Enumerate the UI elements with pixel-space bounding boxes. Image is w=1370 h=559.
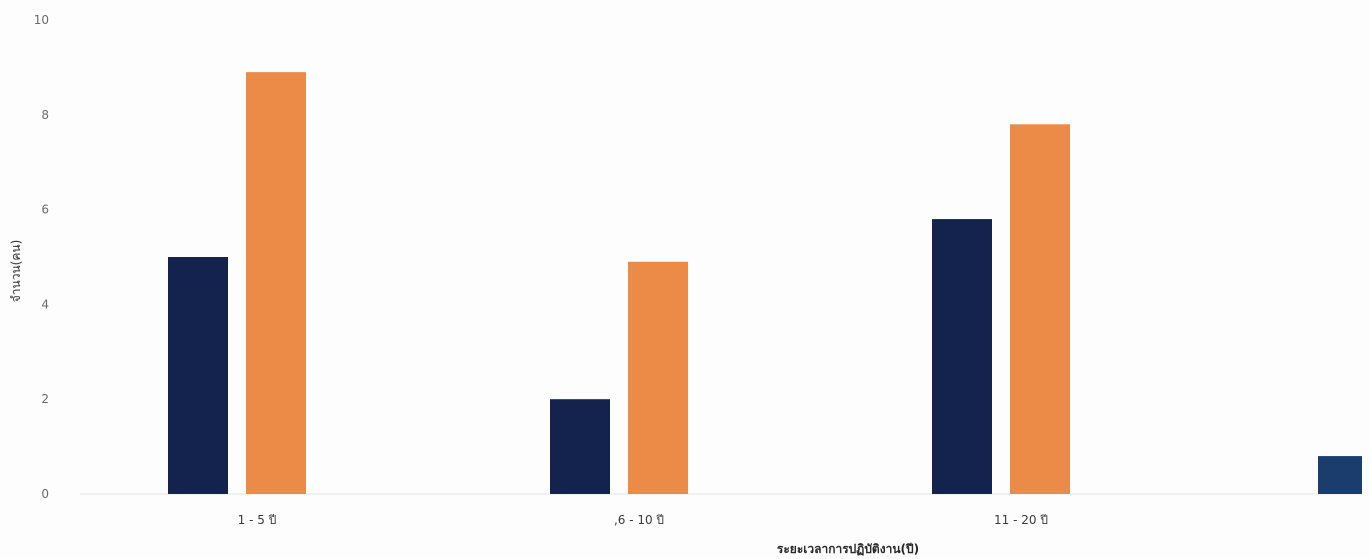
y-tick-label: 8	[41, 108, 49, 122]
y-tick-label: 10	[34, 13, 49, 27]
y-tick-label: 4	[41, 297, 49, 311]
y-tick-label: 0	[41, 487, 49, 501]
bar-series-2-cat-3	[1010, 124, 1070, 494]
y-tick-label: 6	[41, 203, 49, 217]
x-tick-label: 11 - 20 ปี	[994, 513, 1048, 527]
x-axis-ticks: 1 - 5 ปี ,6 - 10 ปี 11 - 20 ปี	[238, 513, 1048, 527]
bars	[168, 72, 1362, 494]
bar-series-1-cat-1	[168, 257, 228, 494]
x-tick-label: ,6 - 10 ปี	[614, 513, 664, 527]
y-tick-label: 2	[41, 392, 49, 406]
bar-series-2-cat-2	[628, 261, 688, 494]
x-tick-label: 1 - 5 ปี	[238, 513, 277, 527]
bar-series-2-cat-1	[246, 72, 306, 494]
bar-series-1-cat-4	[1318, 456, 1362, 494]
bar-series-1-cat-2	[550, 399, 610, 494]
y-axis-ticks: 0 2 4 6 8 10	[34, 13, 49, 501]
bar-series-1-cat-3	[932, 219, 992, 494]
x-axis-title: ระยะเวลาการปฏิบัติงาน(ปี)	[777, 542, 919, 556]
y-axis-title: จำนวน(คน)	[9, 240, 23, 303]
